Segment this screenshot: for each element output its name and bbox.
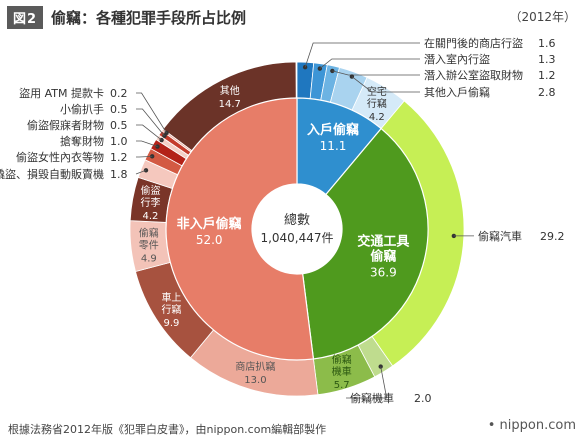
callout-value: 1.3 xyxy=(538,53,556,66)
outer-slice-value: 4.2 xyxy=(369,112,385,123)
inner-slice-value: 11.1 xyxy=(320,139,347,153)
callout-label: 偷盜假寐者財物 xyxy=(27,118,104,132)
callout-label: 潛入辦公室盜取財物 xyxy=(424,68,523,82)
callout-label: 潛入室內行盜 xyxy=(424,52,490,66)
callout-dot xyxy=(330,68,335,74)
figure-badge: 図2 xyxy=(7,5,44,29)
callout-value: 1.2 xyxy=(110,151,128,164)
callout-label: 在關門後的商店行盜 xyxy=(424,36,523,50)
callout-leader xyxy=(136,140,158,147)
callout-label: 盜用 ATM 提款卡 xyxy=(19,86,104,100)
callout-leader xyxy=(346,366,388,399)
callout-dot xyxy=(451,233,457,239)
callout-label: 撬盜、損毀自動販賣機 xyxy=(0,167,104,181)
callout-leader xyxy=(135,169,147,175)
inner-slice-label: 交通工具 xyxy=(357,233,409,249)
callout-value: 2.8 xyxy=(538,86,556,99)
callout-value: 0.5 xyxy=(110,119,128,132)
callout-leader xyxy=(332,70,420,76)
callout-value: 1.8 xyxy=(110,168,128,181)
callout-leader xyxy=(136,108,165,137)
callout-value: 29.2 xyxy=(540,230,565,243)
callout-dot xyxy=(302,65,308,70)
outer-slice-label: 機車 xyxy=(332,365,352,378)
callout-leader xyxy=(351,76,420,93)
outer-slice-value: 13.0 xyxy=(244,375,266,386)
inner-slice-label: 非入戶偷竊 xyxy=(177,216,242,232)
callout-leader xyxy=(304,42,420,68)
outer-slice-label: 商店扒竊 xyxy=(235,360,275,373)
callout-value: 1.6 xyxy=(538,37,556,50)
callout-label: 其他入戶偷竊 xyxy=(424,85,490,99)
outer-slice-label: 零件 xyxy=(139,239,159,251)
inner-slice-label: 偷竊 xyxy=(370,248,396,264)
outer-slice-label: 行竊 xyxy=(367,97,387,110)
center-hole xyxy=(252,184,342,274)
callout-leader xyxy=(136,155,153,158)
callout-leader xyxy=(136,92,167,134)
outer-slice-label: 偷竊 xyxy=(332,353,352,366)
callout-value: 0.2 xyxy=(110,87,128,100)
callout-value: 1.2 xyxy=(538,69,556,82)
callout-leader xyxy=(136,124,162,141)
outer-slice-label: 行竊 xyxy=(161,303,181,316)
center-value: 1,040,447件 xyxy=(260,231,333,245)
callout-label: 小偷扒手 xyxy=(60,102,104,116)
inner-slice-label: 入戶偷竊 xyxy=(307,122,359,138)
source-note: 根據法務省2012年版《犯罪白皮書》，由nippon.com編輯部製作 xyxy=(8,423,327,436)
center-label: 總數 xyxy=(284,212,310,228)
callout-label: 搶奪財物 xyxy=(60,134,104,148)
outer-slice-label: 其他 xyxy=(220,84,240,97)
outer-slice-label: 偷竊 xyxy=(139,226,159,239)
inner-slice xyxy=(165,97,315,361)
callout-dot xyxy=(378,364,383,369)
inner-slice-value: 52.0 xyxy=(196,233,223,247)
callout-leader xyxy=(319,58,420,69)
chart-title: 偷竊：各種犯罪手段所占比例 xyxy=(51,8,247,27)
chart-header: 図2 偷竊：各種犯罪手段所占比例 xyxy=(7,5,246,29)
outer-slice-label: 偷盜 xyxy=(140,184,160,197)
outer-slice-label: 行李 xyxy=(140,196,160,209)
inner-slice-value: 36.9 xyxy=(370,265,397,279)
outer-slice-value: 4.2 xyxy=(143,211,159,222)
outer-slice-label: 車上 xyxy=(161,291,181,304)
callout-label: 偷盜女性內衣等物 xyxy=(16,150,104,164)
chart-year: （2012年） xyxy=(509,10,576,24)
outer-slice-value: 9.9 xyxy=(163,318,179,329)
callout-label: 偷竊汽車 xyxy=(478,229,522,243)
callout-value: 0.5 xyxy=(110,103,128,116)
callout-label: 偷竊機車 xyxy=(350,391,394,405)
outer-slice-value: 4.9 xyxy=(141,253,157,264)
outer-slice-value: 14.7 xyxy=(219,99,241,110)
callout-value: 1.0 xyxy=(110,135,128,148)
outer-slice-value: 5.7 xyxy=(334,380,350,391)
brand-logo: • nippon.com xyxy=(487,418,576,433)
callout-value: 2.0 xyxy=(414,392,432,405)
